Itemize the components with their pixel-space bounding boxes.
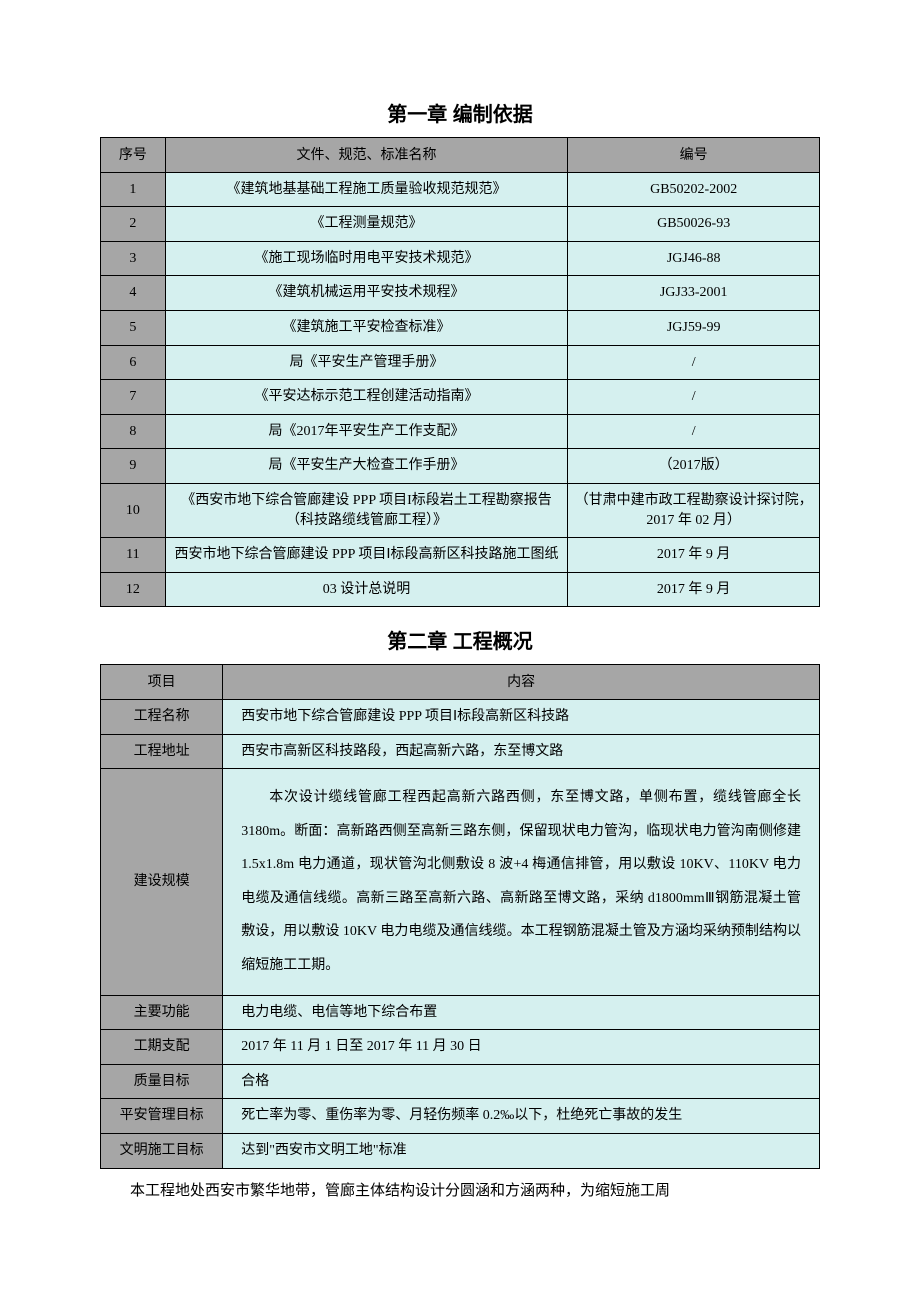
table-row: 2《工程测量规范》GB50026-93 <box>101 207 820 242</box>
header-code: 编号 <box>568 138 820 173</box>
row-index: 12 <box>101 572 166 607</box>
overview-table: 项目内容工程名称西安市地下综合管廊建设 PPP 项目Ⅰ标段高新区科技路工程地址西… <box>100 664 820 1168</box>
chapter2-title: 第二章 工程概况 <box>100 625 820 654</box>
row-field-label: 工期支配 <box>101 1030 223 1065</box>
row-doc-name: 局《平安生产管理手册》 <box>165 345 568 380</box>
row-doc-code: JGJ59-99 <box>568 310 820 345</box>
row-field-value: 达到"西安市文明工地"标准 <box>223 1134 820 1169</box>
row-doc-code: JGJ33-2001 <box>568 276 820 311</box>
header-index: 序号 <box>101 138 166 173</box>
table-row: 11西安市地下综合管廊建设 PPP 项目Ⅰ标段高新区科技路施工图纸2017 年 … <box>101 538 820 573</box>
row-doc-code: JGJ46-88 <box>568 241 820 276</box>
row-index: 8 <box>101 414 166 449</box>
table-row: 5《建筑施工平安检查标准》JGJ59-99 <box>101 310 820 345</box>
table-row: 7《平安达标示范工程创建活动指南》/ <box>101 380 820 415</box>
row-index: 9 <box>101 449 166 484</box>
table-header-row: 序号文件、规范、标准名称编号 <box>101 138 820 173</box>
row-doc-name: 《工程测量规范》 <box>165 207 568 242</box>
row-doc-code: GB50026-93 <box>568 207 820 242</box>
row-doc-code: / <box>568 380 820 415</box>
row-index: 10 <box>101 483 166 537</box>
table-row: 工程地址西安市高新区科技路段，西起高新六路，东至博文路 <box>101 734 820 769</box>
row-field-label: 文明施工目标 <box>101 1134 223 1169</box>
row-field-label: 主要功能 <box>101 995 223 1030</box>
chapter1-title: 第一章 编制依据 <box>100 98 820 127</box>
table-row: 6局《平安生产管理手册》/ <box>101 345 820 380</box>
table-row: 1203 设计总说明2017 年 9 月 <box>101 572 820 607</box>
row-doc-name: 《建筑机械运用平安技术规程》 <box>165 276 568 311</box>
references-table: 序号文件、规范、标准名称编号1《建筑地基基础工程施工质量验收规范规范》GB502… <box>100 137 820 607</box>
row-index: 5 <box>101 310 166 345</box>
row-field-value: 电力电缆、电信等地下综合布置 <box>223 995 820 1030</box>
header-name: 文件、规范、标准名称 <box>165 138 568 173</box>
row-field-value: 本次设计缆线管廊工程西起高新六路西侧，东至博文路，单侧布置，缆线管廊全长 318… <box>223 769 820 996</box>
table-row: 工期支配2017 年 11 月 1 日至 2017 年 11 月 30 日 <box>101 1030 820 1065</box>
row-index: 3 <box>101 241 166 276</box>
row-doc-name: 《平安达标示范工程创建活动指南》 <box>165 380 568 415</box>
row-index: 4 <box>101 276 166 311</box>
row-field-value: 西安市地下综合管廊建设 PPP 项目Ⅰ标段高新区科技路 <box>223 699 820 734</box>
table-row: 主要功能电力电缆、电信等地下综合布置 <box>101 995 820 1030</box>
row-field-value: 死亡率为零、重伤率为零、月轻伤频率 0.2‰以下，杜绝死亡事故的发生 <box>223 1099 820 1134</box>
row-field-label: 工程地址 <box>101 734 223 769</box>
header-content: 内容 <box>223 665 820 700</box>
table-row: 9局《平安生产大检查工作手册》（2017版） <box>101 449 820 484</box>
table-row: 工程名称西安市地下综合管廊建设 PPP 项目Ⅰ标段高新区科技路 <box>101 699 820 734</box>
row-doc-code: （甘肃中建市政工程勘察设计探讨院，2017 年 02 月） <box>568 483 820 537</box>
row-doc-name: 局《平安生产大检查工作手册》 <box>165 449 568 484</box>
row-doc-code: GB50202-2002 <box>568 172 820 207</box>
row-index: 2 <box>101 207 166 242</box>
row-field-value: 西安市高新区科技路段，西起高新六路，东至博文路 <box>223 734 820 769</box>
table-row: 建设规模本次设计缆线管廊工程西起高新六路西侧，东至博文路，单侧布置，缆线管廊全长… <box>101 769 820 996</box>
row-doc-code: （2017版） <box>568 449 820 484</box>
table-header-row: 项目内容 <box>101 665 820 700</box>
row-field-value: 合格 <box>223 1064 820 1099</box>
row-index: 1 <box>101 172 166 207</box>
row-doc-name: 局《2017年平安生产工作支配》 <box>165 414 568 449</box>
row-doc-name: 03 设计总说明 <box>165 572 568 607</box>
row-field-label: 质量目标 <box>101 1064 223 1099</box>
row-field-label: 建设规模 <box>101 769 223 996</box>
row-index: 6 <box>101 345 166 380</box>
row-doc-name: 《建筑地基基础工程施工质量验收规范规范》 <box>165 172 568 207</box>
row-doc-name: 西安市地下综合管廊建设 PPP 项目Ⅰ标段高新区科技路施工图纸 <box>165 538 568 573</box>
row-field-label: 工程名称 <box>101 699 223 734</box>
table-row: 10《西安市地下综合管廊建设 PPP 项目I标段岩土工程勘察报告（科技路缆线管廊… <box>101 483 820 537</box>
row-doc-name: 《建筑施工平安检查标准》 <box>165 310 568 345</box>
row-doc-name: 《西安市地下综合管廊建设 PPP 项目I标段岩土工程勘察报告（科技路缆线管廊工程… <box>165 483 568 537</box>
table-row: 1《建筑地基基础工程施工质量验收规范规范》GB50202-2002 <box>101 172 820 207</box>
row-field-label: 平安管理目标 <box>101 1099 223 1134</box>
trailing-paragraph: 本工程地处西安市繁华地带，管廊主体结构设计分圆涵和方涵两种，为缩短施工周 <box>100 1179 820 1205</box>
table-row: 3《施工现场临时用电平安技术规范》JGJ46-88 <box>101 241 820 276</box>
table-row: 4《建筑机械运用平安技术规程》JGJ33-2001 <box>101 276 820 311</box>
header-field: 项目 <box>101 665 223 700</box>
table-row: 平安管理目标死亡率为零、重伤率为零、月轻伤频率 0.2‰以下，杜绝死亡事故的发生 <box>101 1099 820 1134</box>
row-doc-name: 《施工现场临时用电平安技术规范》 <box>165 241 568 276</box>
table-row: 文明施工目标达到"西安市文明工地"标准 <box>101 1134 820 1169</box>
row-field-value: 2017 年 11 月 1 日至 2017 年 11 月 30 日 <box>223 1030 820 1065</box>
row-doc-code: / <box>568 345 820 380</box>
table-row: 8局《2017年平安生产工作支配》/ <box>101 414 820 449</box>
row-doc-code: 2017 年 9 月 <box>568 538 820 573</box>
row-doc-code: / <box>568 414 820 449</box>
row-index: 7 <box>101 380 166 415</box>
table-row: 质量目标合格 <box>101 1064 820 1099</box>
row-doc-code: 2017 年 9 月 <box>568 572 820 607</box>
row-index: 11 <box>101 538 166 573</box>
